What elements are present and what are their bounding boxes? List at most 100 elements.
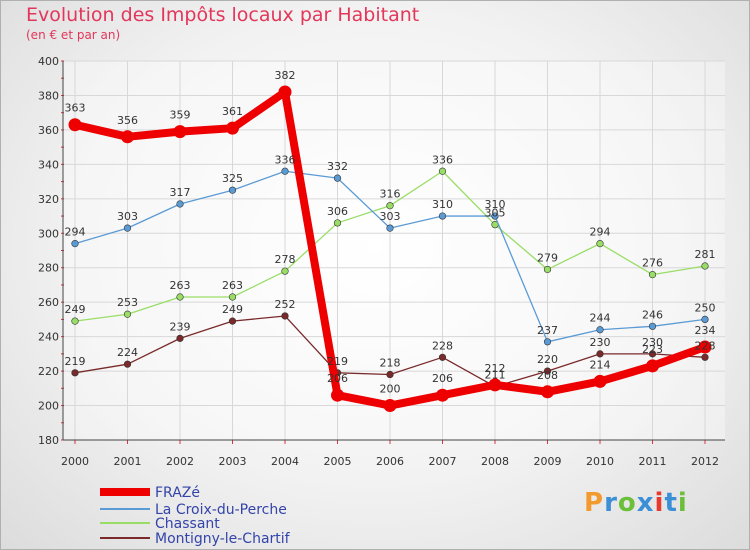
data-label: 306: [327, 205, 348, 218]
data-label: 219: [327, 355, 348, 368]
data-point: [544, 339, 551, 346]
data-label: 250: [695, 301, 716, 314]
data-point: [649, 323, 656, 330]
data-label: 218: [380, 357, 401, 370]
data-label: 305: [485, 207, 506, 220]
x-tick-label: 2002: [166, 455, 194, 468]
y-tick-label: 200: [38, 400, 59, 413]
proxiti-logo: Proxiti: [584, 488, 688, 518]
data-label: 206: [327, 372, 348, 385]
data-point: [597, 326, 604, 333]
data-label: 279: [537, 251, 558, 264]
data-label: 336: [275, 153, 296, 166]
data-label: 249: [222, 303, 243, 316]
data-label: 303: [117, 210, 138, 223]
data-point: [177, 335, 184, 342]
data-point: [439, 354, 446, 361]
data-point: [72, 370, 79, 377]
data-point: [649, 271, 656, 278]
data-label: 276: [642, 257, 663, 270]
legend-label: Chassant: [155, 516, 220, 532]
data-point: [597, 240, 604, 247]
data-label: 278: [275, 253, 296, 266]
data-point: [282, 313, 289, 320]
data-label: 211: [485, 369, 506, 382]
data-label: 332: [327, 160, 348, 173]
data-label: 310: [432, 198, 453, 211]
data-point: [334, 175, 341, 182]
y-tick-label: 260: [38, 296, 59, 309]
data-label: 316: [380, 188, 401, 201]
data-point: [124, 311, 131, 318]
data-label: 336: [432, 153, 453, 166]
data-label: 230: [642, 336, 663, 349]
data-label: 208: [537, 369, 558, 382]
data-point: [702, 263, 709, 270]
y-tick-label: 300: [38, 227, 59, 240]
data-label: 303: [380, 210, 401, 223]
legend-label: Montigny-le-Chartif: [155, 531, 291, 547]
data-label: 246: [642, 308, 663, 321]
data-point: [72, 318, 79, 325]
data-label: 363: [65, 102, 86, 115]
data-label: 253: [117, 296, 138, 309]
data-label: 359: [170, 109, 191, 122]
data-label: 237: [537, 324, 558, 337]
data-point: [387, 202, 394, 209]
data-label: 220: [537, 353, 558, 366]
y-tick-label: 320: [38, 193, 59, 206]
data-point: [177, 294, 184, 301]
data-label: 214: [590, 358, 611, 371]
x-tick-label: 2012: [691, 455, 719, 468]
data-label: 325: [222, 172, 243, 185]
data-point: [72, 240, 79, 247]
x-tick-label: 2010: [586, 455, 614, 468]
x-tick-label: 2001: [114, 455, 142, 468]
data-point: [597, 351, 604, 358]
data-label: 281: [695, 248, 716, 261]
y-tick-label: 380: [38, 89, 59, 102]
data-point: [334, 220, 341, 227]
data-point: [282, 168, 289, 175]
data-point: [384, 399, 397, 412]
x-tick-label: 2011: [639, 455, 667, 468]
y-tick-label: 180: [38, 434, 59, 447]
data-label: 244: [590, 312, 611, 325]
data-point: [594, 375, 607, 388]
x-tick-label: 2004: [271, 455, 299, 468]
data-label: 239: [170, 320, 191, 333]
data-label: 228: [695, 339, 716, 352]
data-point: [541, 385, 554, 398]
data-point: [124, 225, 131, 232]
data-point: [331, 389, 344, 402]
data-label: 230: [590, 336, 611, 349]
data-label: 252: [275, 298, 296, 311]
data-label: 249: [65, 303, 86, 316]
y-tick-label: 280: [38, 262, 59, 275]
data-point: [439, 213, 446, 220]
data-point: [279, 86, 292, 99]
x-tick-label: 2003: [219, 455, 247, 468]
data-point: [121, 130, 134, 143]
data-label: 361: [222, 105, 243, 118]
data-label: 200: [380, 383, 401, 396]
data-label: 382: [275, 69, 296, 82]
data-label: 206: [432, 372, 453, 385]
line-chart: 1802002202402602803003203403603804002000…: [0, 0, 750, 550]
data-point: [436, 389, 449, 402]
data-point: [439, 168, 446, 175]
data-label: 234: [695, 324, 716, 337]
data-label: 224: [117, 346, 138, 359]
data-point: [544, 266, 551, 273]
data-label: 228: [432, 339, 453, 352]
data-point: [702, 354, 709, 361]
y-tick-label: 360: [38, 124, 59, 137]
data-point: [702, 316, 709, 323]
data-point: [646, 359, 659, 372]
x-tick-label: 2007: [429, 455, 457, 468]
y-tick-label: 220: [38, 365, 59, 378]
data-point: [177, 201, 184, 208]
data-point: [229, 294, 236, 301]
data-label: 294: [65, 226, 86, 239]
